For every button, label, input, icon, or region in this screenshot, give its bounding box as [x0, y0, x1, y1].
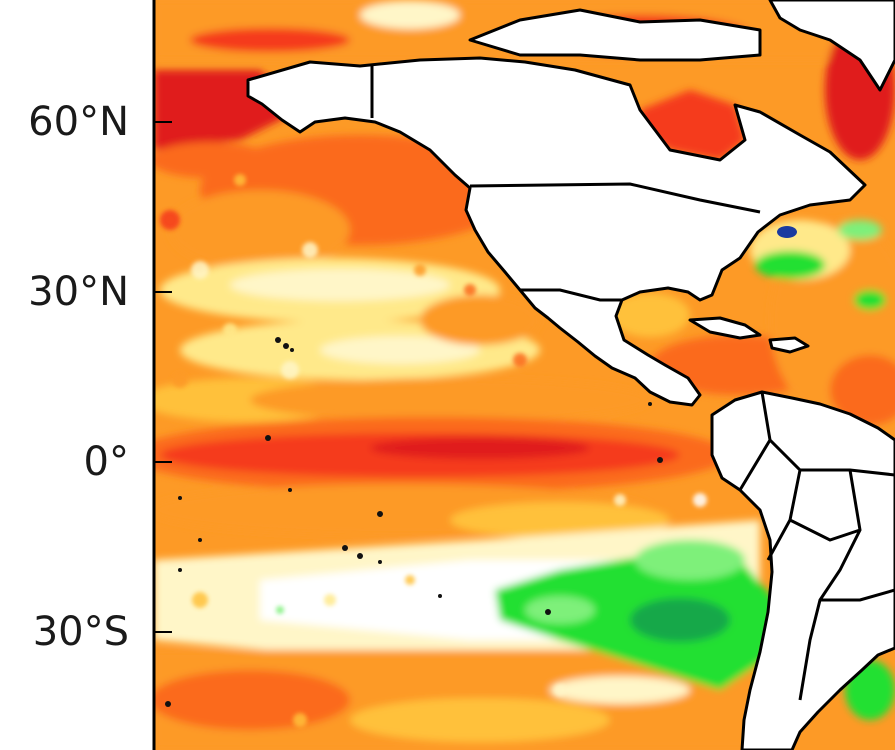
se-pacific-light-green-2 [525, 596, 595, 624]
atlantic-green-2 [838, 220, 882, 240]
lat-label-30n: 30°N [28, 269, 129, 315]
arctic-red-patch [190, 28, 350, 52]
south-warm-patch-1 [154, 670, 350, 730]
north-america [246, 56, 867, 407]
cuba [688, 316, 762, 340]
gulf-light-orange [610, 293, 690, 337]
atlantic-red [830, 355, 895, 425]
south-america [710, 390, 895, 750]
greenland [768, 0, 895, 92]
arctic-islands [468, 8, 762, 62]
subtropic-pale-1 [230, 269, 450, 301]
equatorial-core [370, 437, 590, 459]
atlantic-green-3 [854, 290, 886, 310]
land-masses [246, 0, 895, 750]
pacific-islands [165, 337, 663, 707]
borders-south-america [738, 391, 895, 701]
arctic-pale-patch [360, 1, 460, 29]
subtropic-orange [420, 295, 540, 345]
lat-label-equator: 0° [83, 439, 129, 485]
subtropic-pale-2 [320, 336, 480, 364]
se-pacific-dark-green [630, 598, 730, 642]
lat-ticks [154, 121, 172, 633]
border-us-canada [469, 182, 761, 214]
atlantic-blue-dot [777, 226, 797, 238]
lat-label-60n: 60°N [28, 99, 129, 145]
south-warm-patch-2 [350, 698, 610, 742]
atlantic-green-1 [755, 251, 825, 279]
tropic-orange-north [250, 378, 650, 422]
south-warm-patch-3 [550, 676, 690, 704]
se-pacific-light-green [635, 540, 745, 580]
speckle-texture [160, 174, 707, 727]
hispaniola [768, 336, 810, 354]
lat-label-30s: 30°S [32, 609, 129, 655]
border-us-mexico [520, 288, 622, 302]
npacific-blob-2 [170, 190, 350, 270]
political-borders [370, 66, 895, 701]
south-equatorial-light [450, 502, 670, 538]
